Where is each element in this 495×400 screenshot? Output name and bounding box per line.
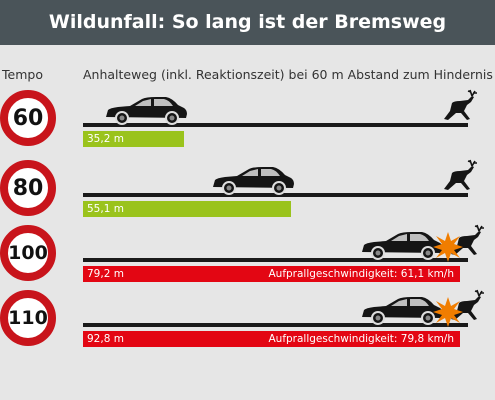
road-line xyxy=(83,193,468,197)
distance-value-label: 92,8 m xyxy=(87,333,124,345)
speed-sign-110: 110 xyxy=(0,290,56,346)
distance-value-label: 79,2 m xyxy=(87,268,124,280)
impact-speed-label: Aufprallgeschwindigkeit: 79,8 km/h xyxy=(268,333,454,345)
distance-value-label: 55,1 m xyxy=(87,203,124,215)
deer-icon xyxy=(447,224,487,265)
deer-icon xyxy=(440,89,480,130)
distance-bar-110: 92,8 m Aufprallgeschwindigkeit: 79,8 km/h xyxy=(83,331,460,347)
car-icon xyxy=(211,167,295,200)
speed-column-header: Tempo xyxy=(2,67,43,82)
collision-burst-icon xyxy=(433,297,463,332)
collision-burst-icon xyxy=(433,232,463,267)
distance-bar-60: 35,2 m xyxy=(83,131,184,147)
speed-sign-label: 100 xyxy=(8,242,48,264)
speed-sign-label: 110 xyxy=(8,307,48,329)
speed-sign-label: 60 xyxy=(12,105,44,131)
distance-column-header: Anhalteweg (inkl. Reaktionszeit) bei 60 … xyxy=(83,67,493,82)
car-icon xyxy=(360,297,444,330)
speed-sign-80: 80 xyxy=(0,160,56,216)
speed-sign-60: 60 xyxy=(0,90,56,146)
distance-value-label: 35,2 m xyxy=(87,133,124,145)
car-icon xyxy=(104,97,188,130)
car-icon xyxy=(360,232,444,265)
road-line xyxy=(83,323,468,327)
impact-speed-label: Aufprallgeschwindigkeit: 61,1 km/h xyxy=(268,268,454,280)
speed-sign-label: 80 xyxy=(12,175,44,201)
deer-icon xyxy=(440,159,480,200)
speed-sign-100: 100 xyxy=(0,225,56,281)
distance-bar-100: 79,2 m Aufprallgeschwindigkeit: 61,1 km/h xyxy=(83,266,460,282)
road-line xyxy=(83,258,468,262)
distance-bar-80: 55,1 m xyxy=(83,201,291,217)
road-line xyxy=(83,123,468,127)
deer-icon xyxy=(447,289,487,330)
chart-title: Wildunfall: So lang ist der Bremsweg xyxy=(0,0,495,45)
